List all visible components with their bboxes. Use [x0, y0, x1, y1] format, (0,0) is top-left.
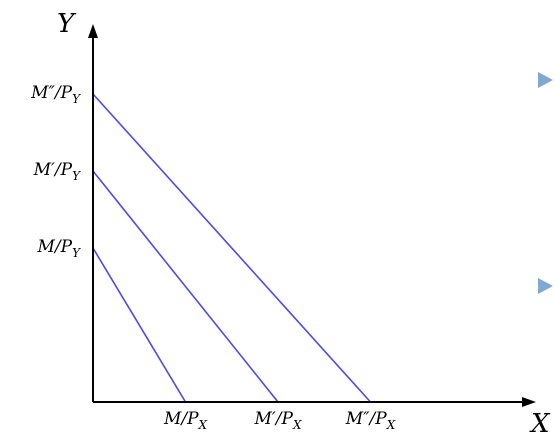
x-axis-label: X [529, 409, 551, 435]
y-tick-label-1: M/PY [37, 237, 82, 260]
x-tick-label-3: M″/PX [345, 409, 396, 432]
x-tick-label-1: M/PX [163, 409, 208, 432]
tick-labels: M/PX M′/PX M″/PX M/PY M′/PY M″/PY [30, 83, 396, 432]
budget-lines [92, 93, 372, 403]
bullet-marker-icon [538, 278, 553, 294]
bullet-marker-icon [538, 72, 553, 88]
budget-line-2 [92, 170, 279, 403]
y-tick-label-3: M″/PY [30, 83, 81, 106]
x-axis-arrowhead [522, 397, 536, 407]
y-tick-label-2: M′/PY [33, 160, 81, 183]
budget-line-1 [92, 247, 187, 403]
y-axis-label: Y [57, 9, 77, 39]
budget-line-3 [92, 93, 372, 403]
y-axis-arrowhead [88, 24, 98, 38]
x-tick-label-2: M′/PX [254, 409, 302, 432]
